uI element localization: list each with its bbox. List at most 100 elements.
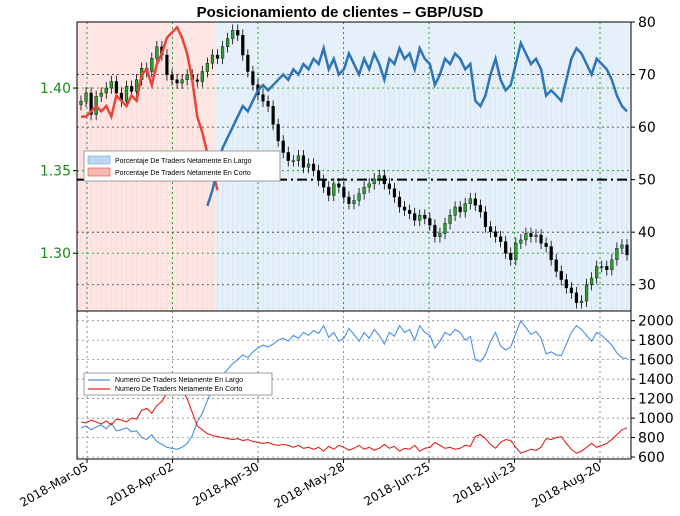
date-tick-label: 2018-Jul-23 [451, 459, 518, 506]
candle-body [428, 218, 432, 226]
candle-body [210, 54, 215, 64]
count-tick-label: 2000 [638, 314, 674, 330]
chart-title: Posicionamiento de clientes – GBP/USD [197, 4, 484, 21]
candle-body [306, 163, 311, 168]
bottom-gridlines [77, 311, 631, 459]
candle-body [408, 210, 412, 214]
candle-body [124, 86, 129, 102]
candle-body [458, 206, 462, 213]
price-tick-label: 1.30 [40, 246, 71, 262]
price-candles [79, 24, 629, 309]
candle-body [281, 140, 285, 153]
candle-body [286, 152, 290, 161]
candle-body [488, 226, 493, 232]
candle-body [195, 79, 199, 82]
candle-body [205, 63, 209, 72]
candle-body [89, 92, 93, 115]
candle-body [605, 266, 609, 270]
legend-label-long-count: Numero De Traders Netamente En Largo [115, 377, 243, 384]
candle-body [342, 186, 346, 198]
candle-body [322, 180, 326, 188]
candle-body [332, 183, 336, 196]
candle-body [150, 58, 154, 72]
candle-body [584, 284, 589, 302]
count-tick-label: 1200 [638, 392, 674, 408]
candle-body [241, 35, 245, 56]
candle-body [625, 244, 629, 256]
candle-body [564, 279, 568, 289]
candle-body [311, 163, 316, 171]
candle-body [569, 287, 573, 294]
candle-body [352, 200, 356, 204]
candle-body [559, 271, 563, 280]
candle-body [135, 79, 139, 92]
candle-body [382, 175, 386, 185]
candle-body [236, 30, 240, 36]
candle-body [590, 277, 594, 285]
candle-body [615, 248, 619, 261]
count-tick-label: 1600 [638, 353, 674, 369]
candle-body [367, 183, 371, 188]
candle-body [104, 87, 108, 94]
candle-body [347, 196, 351, 204]
candle-body [220, 46, 225, 59]
date-tick-label: 2018-Jun-25 [362, 459, 433, 508]
candle-body [114, 81, 118, 94]
candle-body [372, 178, 376, 185]
top-legend: Porcentaje De Traders Netamente En Largo… [83, 150, 281, 182]
percentage-tick-label: 80 [638, 15, 656, 31]
count-tick-label: 1400 [638, 372, 674, 388]
bottom-legend: Numero De Traders Netamente En Largo Num… [83, 372, 273, 396]
legend-label-long-pct: Porcentaje De Traders Netamente En Largo [115, 158, 252, 165]
candle-body [423, 215, 427, 219]
candle-body [620, 244, 624, 249]
candle-body [337, 183, 341, 188]
candle-body [438, 233, 442, 237]
candle-body [79, 101, 83, 105]
price-tick-label: 1.40 [40, 81, 71, 97]
candle-body [539, 234, 543, 244]
candle-body [499, 236, 503, 242]
candle-body [266, 101, 270, 107]
candle-body [554, 259, 558, 272]
percentage-tick-label: 30 [638, 278, 656, 294]
top-gridlines [77, 21, 631, 311]
candle-body [170, 74, 174, 80]
candle-body [453, 206, 457, 216]
candle-body [291, 160, 295, 162]
sentiment-band [624, 22, 632, 311]
candle-body [397, 196, 402, 208]
long-percentage-line [206, 39, 628, 207]
candle-body [574, 292, 579, 303]
date-tick-label: 2018-Mar-05 [17, 459, 90, 509]
candle-body [226, 38, 230, 47]
price-tick-label: 1.35 [40, 164, 71, 180]
candle-body [175, 79, 179, 84]
candle-body [514, 243, 518, 261]
candle-body [129, 86, 134, 92]
candle-body [549, 246, 553, 261]
candle-body [327, 186, 331, 196]
candle-body [402, 206, 407, 211]
candle-body [357, 193, 361, 201]
candle-body [443, 223, 447, 234]
candle-body [377, 175, 381, 180]
price-axis: 1.40 1.35 1.30 [40, 81, 77, 262]
candle-body [301, 155, 306, 168]
candle-body [519, 239, 523, 244]
candle-body [529, 233, 533, 237]
percentage-lines [81, 25, 628, 207]
candle-body [473, 198, 477, 206]
candle-body [595, 266, 599, 279]
top-panel: 1.40 1.35 1.30 80 70 60 50 40 30 Porcentaje De … [40, 15, 656, 312]
date-tick-label: 2018-May-28 [272, 459, 347, 511]
candle-body [468, 198, 472, 204]
candle-body [433, 224, 437, 237]
percentage-tick-label: 50 [638, 173, 656, 189]
candle-body [362, 186, 366, 194]
candle-body [463, 203, 467, 213]
candle-body [200, 71, 204, 82]
candle-body [483, 211, 488, 227]
percentage-tick-label: 60 [638, 120, 656, 136]
count-axis: 2000 1800 1600 1400 1200 1000 800 600 [631, 314, 674, 466]
